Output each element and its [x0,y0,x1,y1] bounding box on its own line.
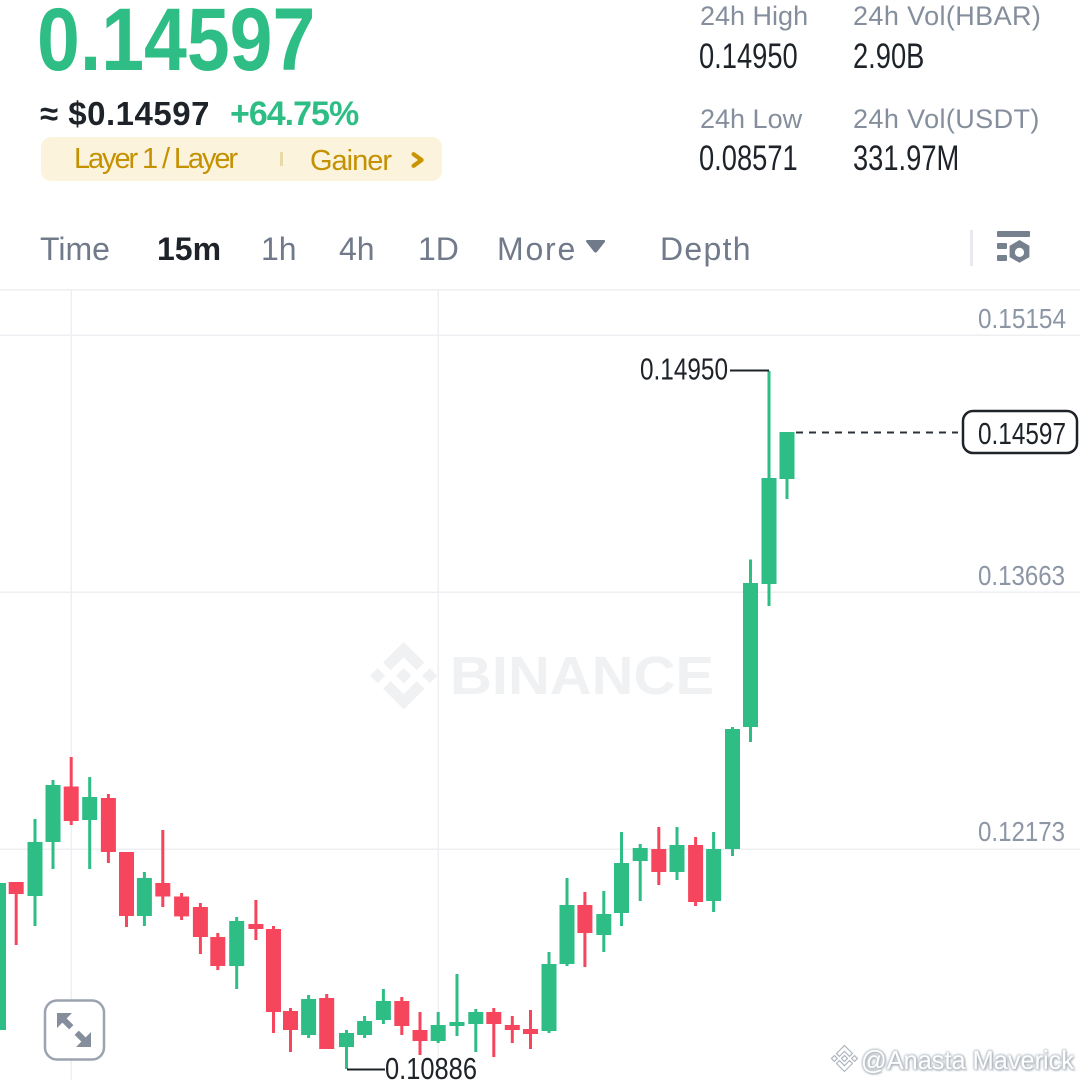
svg-text:0.10886: 0.10886 [385,1051,477,1080]
svg-text:0.15154: 0.15154 [978,303,1066,334]
svg-text:0.13663: 0.13663 [978,560,1065,591]
svg-text:0.14950: 0.14950 [640,353,728,387]
svg-text:0.14597: 0.14597 [978,416,1066,451]
svg-text:@Anasta Maverick: @Anasta Maverick [861,1045,1075,1075]
svg-text:0.12173: 0.12173 [978,816,1065,847]
svg-text:BINANCE: BINANCE [450,646,714,706]
